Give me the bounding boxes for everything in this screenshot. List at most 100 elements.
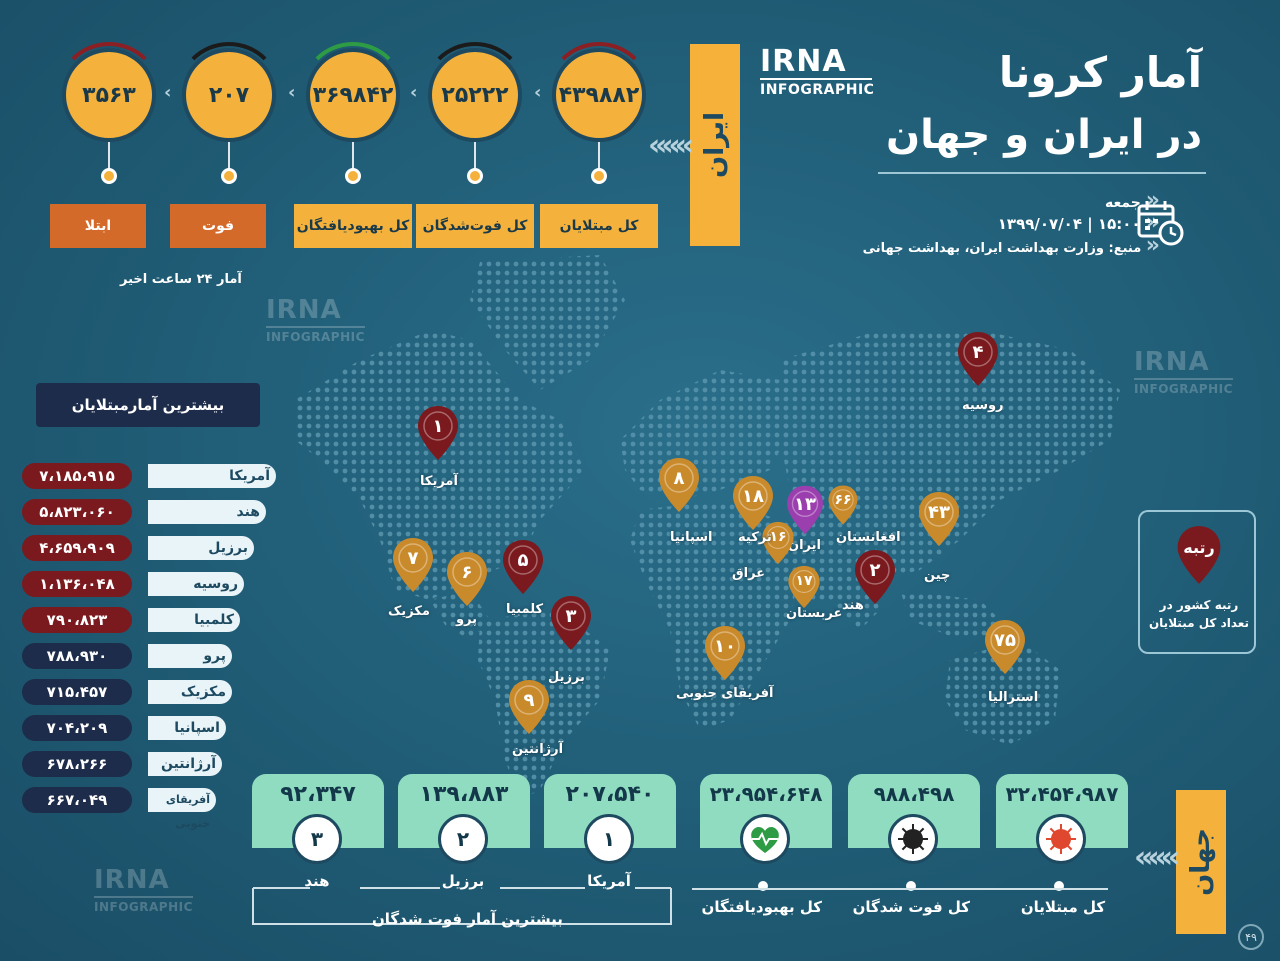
map-pin-label: مکزیک — [388, 604, 430, 619]
top-cases-title: بیشترین آمارمبتلایان — [36, 383, 260, 427]
map-pin-icon — [762, 521, 794, 565]
stat-dot — [345, 168, 361, 184]
map-pin: ۱۶ — [760, 520, 796, 566]
stat-circle: ۴۳۹۸۸۲ — [552, 48, 646, 142]
ranking-value: ۵،۸۲۳،۰۶۰ — [22, 499, 132, 525]
stat-circle: ۲۰۷ — [182, 48, 276, 142]
virus-dark-icon — [888, 814, 938, 864]
note-24h: آمار ۲۴ ساعت اخیر — [120, 272, 242, 287]
ranking-value: ۶۷۸،۲۶۶ — [22, 751, 132, 777]
top-death-country: برزیل — [441, 872, 485, 890]
map-pin-icon — [919, 492, 959, 546]
stat-connector — [598, 142, 600, 170]
map-pin: ۶۶ — [826, 484, 860, 526]
stat-ring — [300, 42, 406, 148]
world-total-label: کل بهبودیافتگان — [701, 898, 822, 916]
iran-banner: ایران — [690, 44, 740, 246]
map-pin-label: چین — [924, 568, 951, 583]
ranking-bar: آفریقای جنوبی — [148, 788, 216, 830]
chevron-left-icon: ‹ — [288, 82, 296, 103]
source-text: « منبع: وزارت بهداشت ایران، بهداشت جهانی — [862, 233, 1167, 258]
ranking-bar: روسیه — [148, 572, 244, 596]
stat-connector — [474, 142, 476, 170]
rank-legend: رتبه رتبه کشور در تعداد کل مبتلایان — [1138, 510, 1256, 654]
ranking-value: ۷۸۸،۹۳۰ — [22, 643, 132, 669]
heartbeat-icon — [740, 814, 790, 864]
virus-icon — [1036, 814, 1086, 864]
chevron-left-icon: ‹ — [534, 82, 542, 103]
map-pin: ۹ — [506, 678, 552, 736]
map-pin-label: آرژانتین — [512, 742, 564, 757]
stat-ring — [422, 42, 528, 148]
map-pin-icon — [659, 458, 699, 512]
rank-legend-desc: رتبه کشور در تعداد کل مبتلایان — [1148, 598, 1250, 630]
map-pin-rank: ۱۸ — [742, 486, 764, 507]
map-pin-icon — [393, 538, 433, 592]
map-pin-rank: ۶۶ — [834, 492, 852, 508]
stat-dot — [221, 168, 237, 184]
watermark-logo: IRNA INFOGRAPHIC — [1134, 347, 1233, 396]
stat-circle: ۲۵۲۲۲ — [428, 48, 522, 142]
map-pin: ۱ — [415, 404, 461, 462]
map-pin: ۱۰ — [702, 624, 748, 682]
map-pin-label: کلمبیا — [506, 602, 544, 617]
world-banner: جهان — [1176, 790, 1226, 934]
date-time: « ۱۵:۰۰ | ۱۳۹۹/۰۷/۰۴ — [997, 210, 1166, 235]
ranking-bar: آرژانتین — [148, 752, 222, 776]
title-divider — [878, 172, 1206, 174]
ranking-value: ۶۶۷،۰۴۹ — [22, 787, 132, 813]
chevron-left-icon: ««« — [648, 128, 694, 163]
map-pin-rank: ۵ — [517, 550, 529, 571]
map-pin: ۱۳ — [784, 484, 826, 536]
ranking-value: ۷۹۰،۸۲۳ — [22, 607, 132, 633]
map-pin: ۸ — [656, 456, 702, 514]
chevron-left-icon: ‹ — [410, 82, 418, 103]
title-line-1: آمار کرونا — [998, 48, 1202, 97]
chevron-left-icon: ‹ — [164, 82, 172, 103]
world-totals-line — [692, 888, 1108, 890]
irna-logo: IRNA INFOGRAPHIC — [760, 44, 875, 98]
map-pin-rank: ۱۰ — [714, 636, 736, 657]
top-deaths-title: بیشترین آمار فوت شدگان — [372, 910, 563, 928]
map-pin-label: عراق — [732, 566, 766, 581]
stat-ring — [56, 42, 162, 148]
stat-label: ابتلا — [50, 204, 146, 248]
rank-pin-icon — [1177, 526, 1221, 584]
chevron-left-icon: ««« — [1134, 840, 1180, 875]
map-pin-rank: ۱ — [432, 416, 444, 437]
stat-label: فوت — [170, 204, 266, 248]
map-pin-rank: ۹ — [523, 690, 535, 711]
stat-connector — [228, 142, 230, 170]
ranking-bar: هند — [148, 500, 266, 524]
map-pin-icon — [788, 565, 820, 609]
stat-dot — [591, 168, 607, 184]
map-pin-icon — [958, 332, 998, 386]
map-pin-icon — [855, 550, 895, 604]
map-pin-rank: ۱۳ — [794, 494, 816, 515]
watermark-logo: IRNA INFOGRAPHIC — [266, 295, 365, 344]
ranking-bar: کلمبیا — [148, 608, 240, 632]
stat-connector — [108, 142, 110, 170]
top-death-country: هند — [304, 872, 330, 890]
map-pin-label: افغانستان — [836, 530, 901, 545]
map-pin: ۷ — [390, 536, 436, 594]
stat-connector — [352, 142, 354, 170]
map-pin-icon — [447, 552, 487, 606]
map-pin-label: هند — [842, 598, 864, 613]
map-pin: ۳ — [548, 594, 594, 652]
map-pin-icon — [705, 626, 745, 680]
map-pin-label: روسیه — [962, 398, 1004, 413]
map-pin: ۴ — [955, 330, 1001, 388]
map-pin: ۷۵ — [982, 618, 1028, 676]
page-number: ۴۹ — [1238, 924, 1264, 950]
stat-ring — [546, 42, 652, 148]
map-pin-label: ایران — [788, 538, 821, 553]
map-pin-icon — [503, 540, 543, 594]
top-death-rank: ۱ — [584, 814, 634, 864]
top-death-rank: ۳ — [292, 814, 342, 864]
map-pin-rank: ۶ — [461, 562, 473, 583]
stat-label: کل فوت‌شدگان — [416, 204, 534, 248]
ranking-bar: اسپانیا — [148, 716, 226, 740]
ranking-bar: پرو — [148, 644, 232, 668]
map-pin-label: ترکیه — [738, 530, 772, 545]
